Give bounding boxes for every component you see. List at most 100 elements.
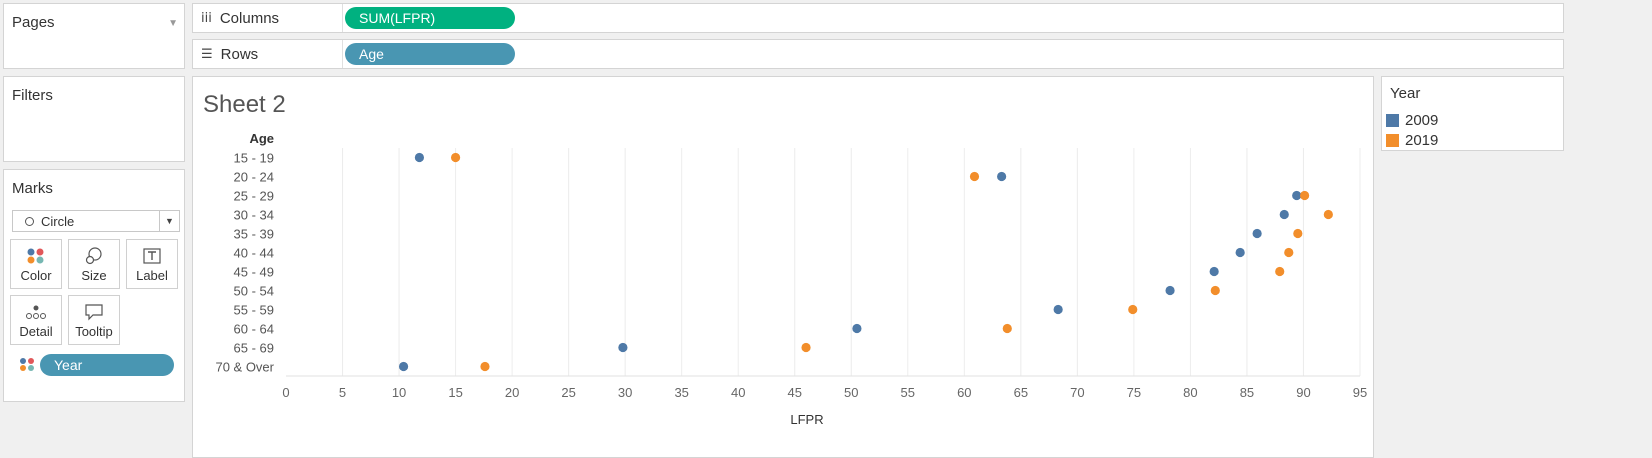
x-tick-label: 10 [392,385,406,400]
columns-shelf-label: Columns [219,9,280,27]
x-tick-label: 55 [901,385,915,400]
y-axis-title: Age [249,131,274,146]
x-tick-label: 95 [1353,385,1367,400]
y-tick-label: 30 - 34 [234,208,274,223]
chevron-down-icon[interactable]: ▼ [168,18,178,29]
x-tick-label: 85 [1240,385,1254,400]
data-point-2019 [969,171,980,182]
color-dots-icon [27,248,44,264]
y-tick-label: 25 - 29 [234,189,274,204]
y-tick-label: 15 - 19 [234,151,274,166]
tooltip-button-label: Tooltip [75,324,113,339]
y-tick-label: 45 - 49 [234,265,274,280]
chevron-down-icon[interactable]: ▼ [159,211,179,231]
y-tick-label: 55 - 59 [234,303,274,318]
label-button[interactable]: Label [126,239,178,289]
data-point-2009 [1165,285,1175,296]
legend-label: 2009 [1405,111,1439,129]
columns-shelf[interactable]: iii Columns SUM(LFPR) [192,3,1564,33]
x-tick-label: 20 [505,385,519,400]
marks-card-title: Marks [12,180,53,197]
x-tick-label: 15 [448,385,462,400]
x-tick-label: 60 [957,385,971,400]
y-tick-label: 70 & Over [215,360,274,375]
data-point-2019 [1293,228,1303,239]
data-point-2019 [1210,285,1220,296]
data-point-2009 [618,342,628,353]
color-button[interactable]: Color [10,239,62,289]
data-point-2019 [1323,209,1333,220]
data-point-2009 [852,323,862,334]
legend-swatch [1386,133,1399,147]
data-point-2019 [1002,323,1012,334]
tooltip-bubble-icon [85,304,103,321]
data-point-2019 [1128,304,1138,315]
y-tick-label: 20 - 24 [234,170,274,185]
x-tick-label: 80 [1183,385,1197,400]
x-tick-label: 25 [561,385,575,400]
x-tick-label: 45 [788,385,802,400]
data-point-2009 [1292,190,1302,201]
pages-card-title: Pages [12,14,55,31]
legend-title: Year [1390,85,1421,102]
rows-icon: ☰ [201,46,213,62]
x-tick-label: 50 [844,385,858,400]
legend-item-2019[interactable]: 2019 [1386,130,1438,150]
x-tick-label: 5 [339,385,346,400]
data-point-2009 [398,361,409,372]
data-point-2019 [801,342,811,353]
rows-pill-age[interactable]: Age [345,43,515,65]
size-button[interactable]: Size [68,239,120,289]
year-legend: Year 2009 2019 [1381,76,1564,151]
data-point-2009 [414,152,425,163]
x-tick-label: 70 [1070,385,1084,400]
y-tick-label: 50 - 54 [234,284,274,299]
y-tick-label: 65 - 69 [234,341,274,356]
size-button-label: Size [81,268,107,283]
detail-button[interactable]: Detail [10,295,62,345]
mark-type-dropdown[interactable]: Circle ▼ [12,210,180,232]
x-tick-label: 30 [618,385,632,400]
circle-icon [25,216,34,226]
data-point-2019 [1284,247,1294,258]
data-point-2009 [1252,228,1262,239]
data-point-2019 [1275,266,1285,277]
sheet-title: Sheet 2 [203,91,286,118]
year-color-pill[interactable]: Year [40,354,174,376]
x-tick-label: 65 [1014,385,1028,400]
y-tick-label: 40 - 44 [234,246,274,261]
scatter-chart: 0 5 10 15 20 25 30 35 40 45 50 55 60 65 70 75 80 85 90 95 Ag… [215,131,1367,427]
legend-item-2009[interactable]: 2009 [1386,110,1438,130]
rows-shelf[interactable]: ☰ Rows Age [192,39,1564,69]
data-point-2019 [450,152,461,163]
data-point-2019 [1300,190,1310,201]
data-point-2009 [1235,247,1245,258]
sheet-view: Sheet 2 0 5 10 15 20 25 30 35 40 45 50 55 60 65 70 75 80… [192,76,1374,458]
legend-label: 2019 [1405,131,1439,149]
rows-shelf-label: Rows [220,45,259,63]
x-tick-label: 35 [674,385,688,400]
columns-pill-sum-lfpr[interactable]: SUM(LFPR) [345,7,515,29]
color-dots-icon [20,358,34,371]
x-tick-label: 90 [1296,385,1310,400]
data-point-2009 [1279,209,1289,220]
data-point-2019 [480,361,490,372]
columns-icon: iii [201,10,212,26]
filters-card[interactable]: Filters [3,76,185,162]
x-tick-label: 75 [1127,385,1141,400]
columns-shelf-label-area: iii Columns [193,4,343,32]
data-point-2009 [1053,304,1063,315]
tooltip-button[interactable]: Tooltip [68,295,120,345]
x-axis-title: LFPR [790,412,823,427]
legend-swatch [1386,113,1399,127]
detail-dots-icon [26,305,46,319]
label-t-icon [143,248,161,264]
data-point-2009 [997,171,1007,182]
filters-card-title: Filters [12,87,53,104]
color-button-label: Color [20,268,52,283]
pages-card: Pages ▼ [3,3,185,69]
y-tick-label: 60 - 64 [234,322,274,337]
detail-button-label: Detail [19,324,53,339]
mark-type-label: Circle [41,213,75,229]
y-tick-label: 35 - 39 [234,227,274,242]
